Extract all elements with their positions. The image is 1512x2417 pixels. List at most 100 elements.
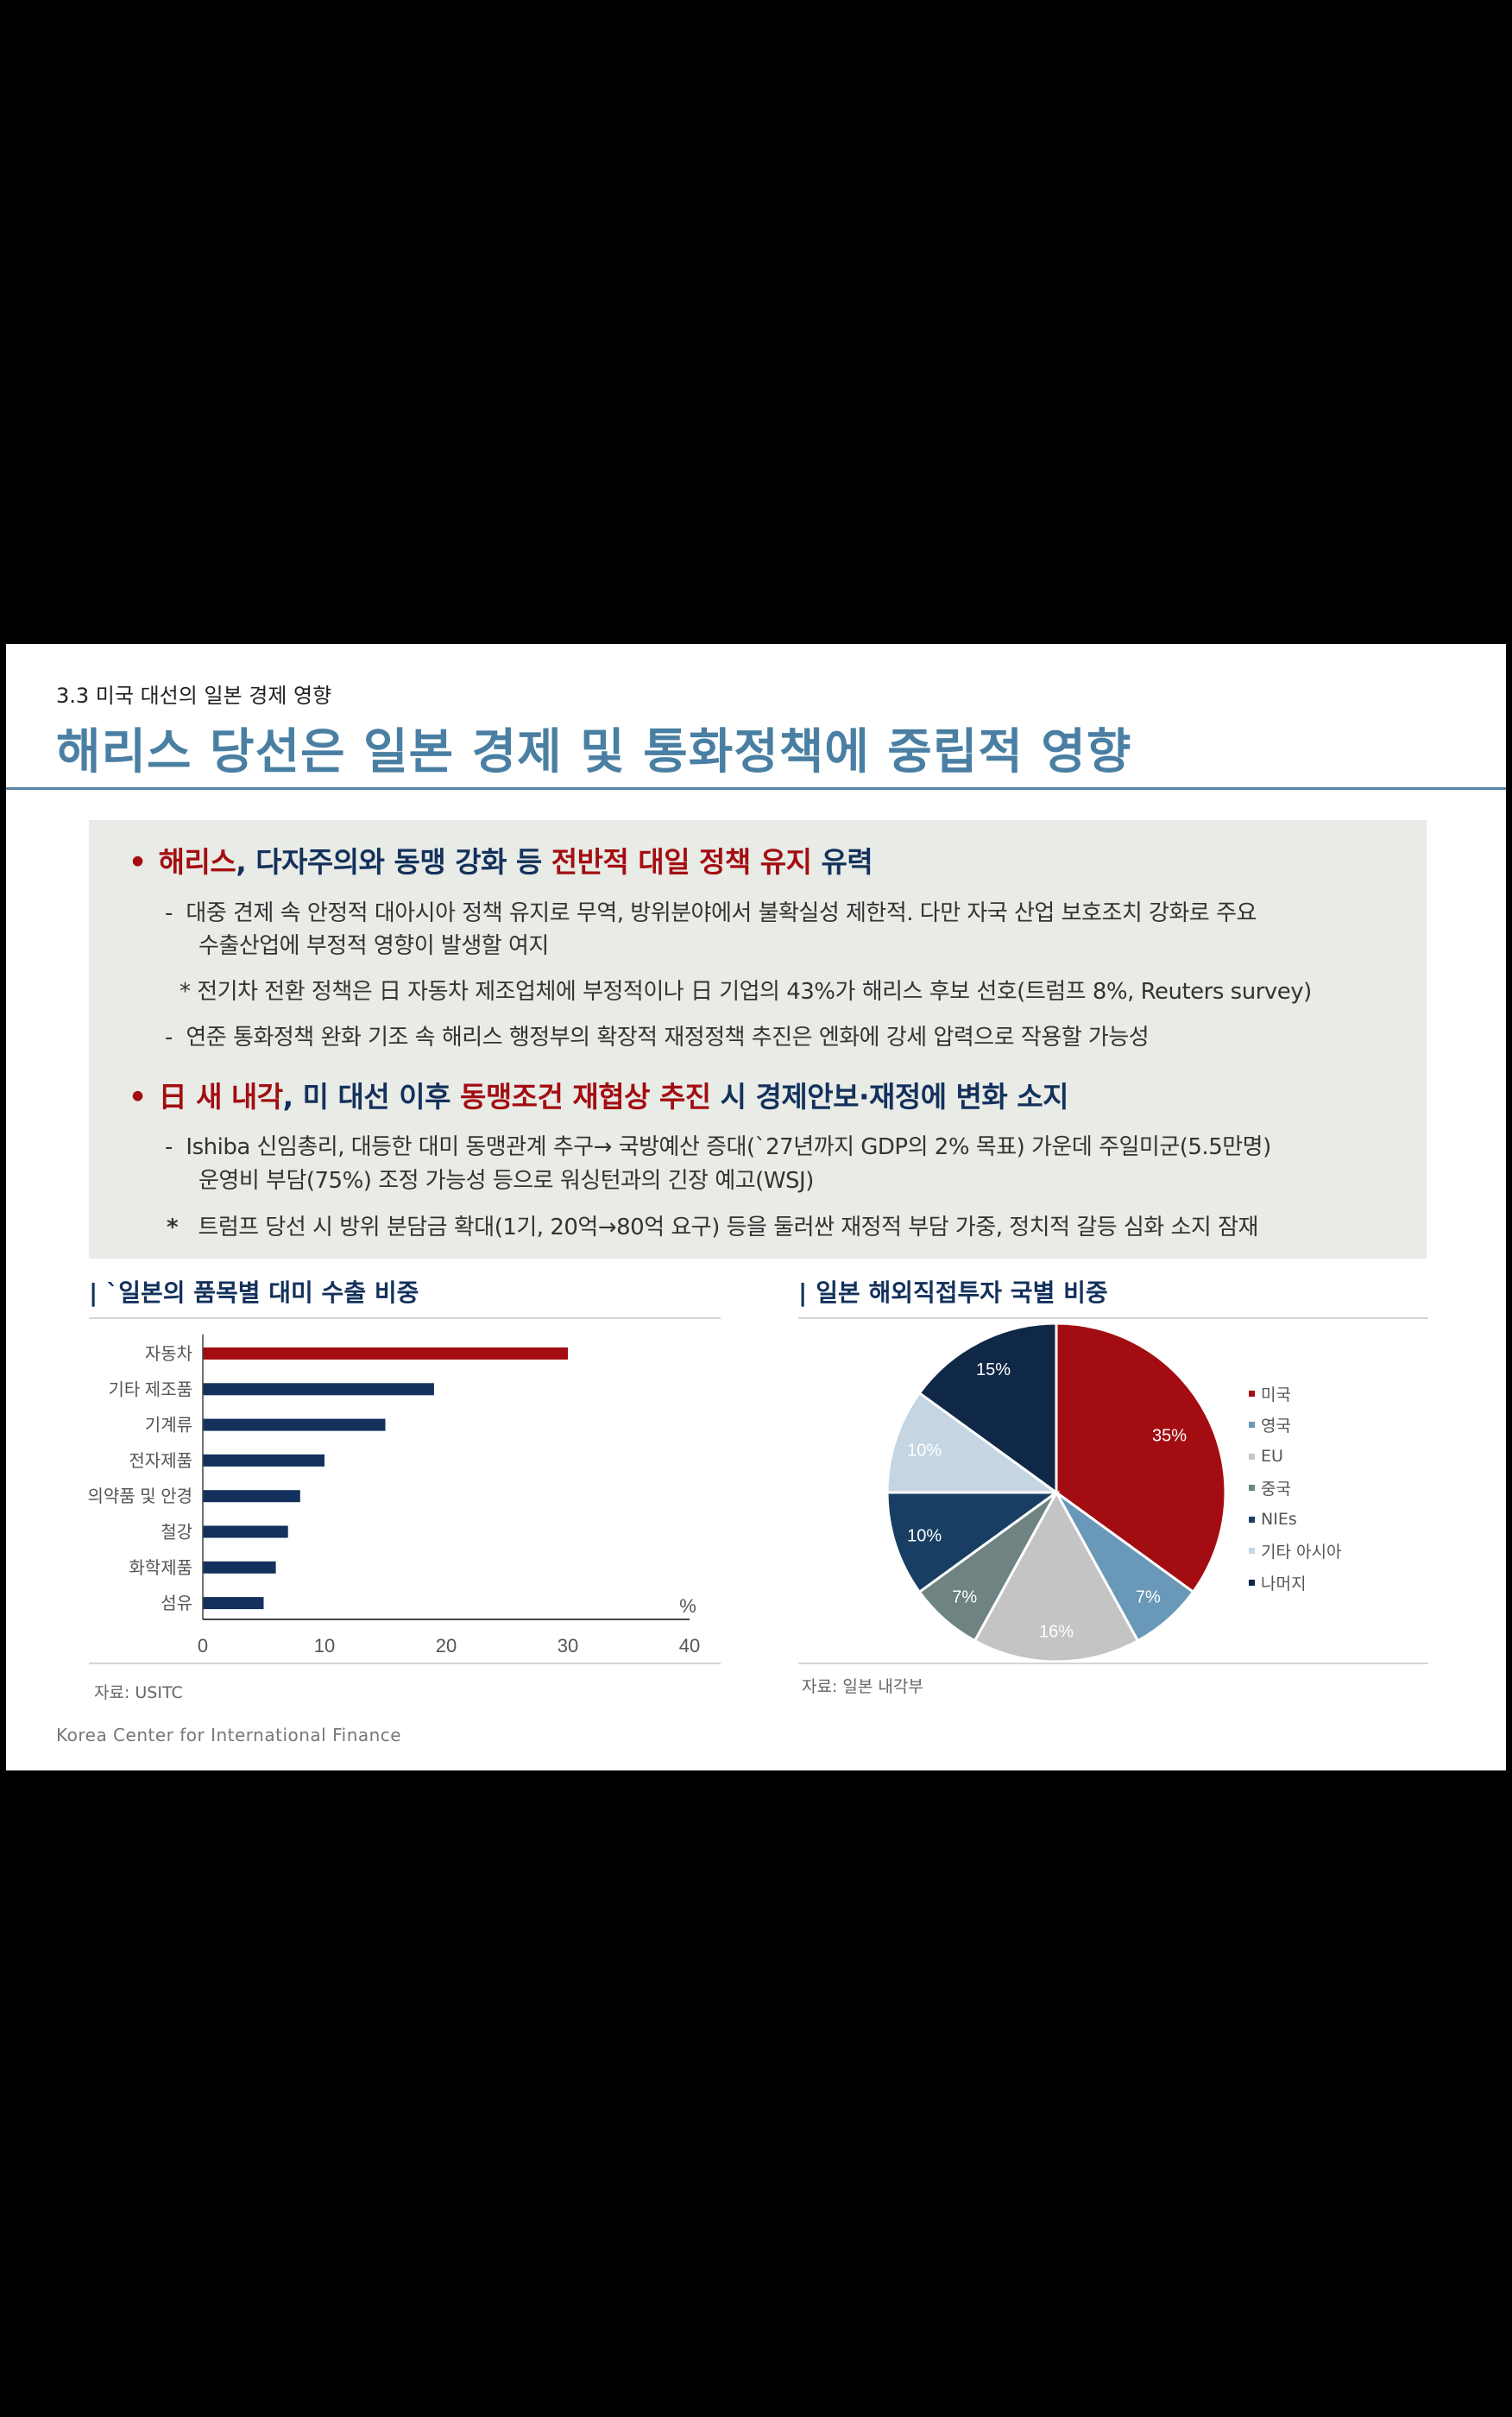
footer-organization: Korea Center for International Finance bbox=[56, 1725, 402, 1745]
legend-item: 중국 bbox=[1249, 1473, 1341, 1505]
bar-chart-title: | `일본의 품목별 대미 수출 비중 bbox=[89, 1274, 419, 1309]
dash-marker: - bbox=[165, 900, 173, 926]
x-tick-label: 30 bbox=[558, 1635, 578, 1657]
legend-swatch bbox=[1249, 1453, 1255, 1460]
legend-item: 나머지 bbox=[1249, 1567, 1341, 1599]
bullet-2-tail: 시 경제안보·재정에 변화 소지 bbox=[710, 1080, 1069, 1114]
bullet-1-emphasis: 전반적 대일 정책 유지 bbox=[551, 845, 812, 879]
bullet-1-note: * 전기차 전환 정책은 日 자동차 제조업체에 부정적이나 日 기업의 43%… bbox=[180, 979, 1312, 1005]
legend-item: 기타 아시아 bbox=[1249, 1536, 1341, 1568]
title-bar-marker: | bbox=[798, 1278, 808, 1307]
bullet-1-sub-2: - 연준 통화정책 완화 기조 속 해리스 행정부의 확장적 재정정책 추진은 … bbox=[165, 1019, 1150, 1051]
bullet-2-sub-1-line-1: Ishiba 신임총리, 대등한 대미 동맹관계 추구→ 국방예산 증대(`27… bbox=[186, 1134, 1271, 1160]
pie-chart-divider bbox=[798, 1317, 1428, 1319]
dash-marker: - bbox=[165, 1134, 173, 1160]
title-bar-marker: | bbox=[89, 1278, 98, 1307]
legend-label: 영국 bbox=[1261, 1417, 1291, 1436]
bullet-1-keyword: 해리스 bbox=[158, 845, 236, 879]
x-tick-label: 10 bbox=[314, 1635, 335, 1657]
pie-chart-source: 자료: 일본 내각부 bbox=[802, 1677, 923, 1696]
slide: 3.3 미국 대선의 일본 경제 영향 해리스 당선은 일본 경제 및 통화정책… bbox=[6, 644, 1506, 1770]
bar-1 bbox=[203, 1383, 434, 1396]
pie-slice-6 bbox=[917, 1322, 1058, 1495]
category-label: 철강 bbox=[161, 1523, 192, 1543]
legend-swatch bbox=[1249, 1548, 1255, 1555]
category-label: 섬유 bbox=[161, 1593, 192, 1613]
pie-chart-title: | 일본 해외직접투자 국별 비중 bbox=[798, 1274, 1108, 1309]
bullet-1-tail: 유력 bbox=[811, 845, 873, 879]
pie-slice-4 bbox=[885, 1491, 1061, 1594]
pie-value-label: 16% bbox=[1039, 1623, 1074, 1642]
bullet-dot: • bbox=[129, 1080, 147, 1114]
bar-7 bbox=[203, 1597, 264, 1610]
legend-label: 기타 아시아 bbox=[1261, 1543, 1342, 1562]
bullet-heading-1: • 해리스, 다자주의와 동맹 강화 등 전반적 대일 정책 유지 유력 bbox=[129, 839, 873, 880]
bar-4 bbox=[203, 1490, 300, 1503]
legend-label: 미국 bbox=[1261, 1385, 1291, 1404]
legend-item: 미국 bbox=[1249, 1378, 1341, 1410]
bullet-2-emphasis: 동맹조건 재협상 추진 bbox=[459, 1080, 711, 1114]
bar-2 bbox=[203, 1418, 386, 1431]
bullet-1-text: , 다자주의와 동맹 강화 등 bbox=[236, 845, 551, 879]
bullet-2-note-text: 트럼프 당선 시 방위 분담금 확대(1기, 20억→80억 요구) 등을 둘러… bbox=[198, 1215, 1258, 1240]
legend-label: 나머지 bbox=[1261, 1574, 1307, 1593]
bar-chart-bottom-divider bbox=[89, 1663, 721, 1664]
legend-label: EU bbox=[1261, 1447, 1283, 1467]
bullet-2-note: * 트럼프 당선 시 방위 분담금 확대(1기, 20억→80억 요구) 등을 … bbox=[167, 1209, 1258, 1241]
bullet-1-sub-1-line-2: 수출산업에 부정적 영향이 발생할 여지 bbox=[198, 933, 549, 959]
bar-chart-title-text: `일본의 품목별 대미 수출 비중 bbox=[106, 1278, 419, 1307]
bullet-heading-2: • 日 새 내각, 미 대선 이후 동맹조건 재협상 추진 시 경제안보·재정에 … bbox=[129, 1074, 1068, 1115]
bar-5 bbox=[203, 1525, 288, 1538]
legend-label: 중국 bbox=[1261, 1480, 1291, 1499]
category-label: 전자제품 bbox=[129, 1451, 192, 1471]
category-label: 자동차 bbox=[145, 1344, 192, 1364]
dash-marker: - bbox=[165, 1025, 173, 1051]
legend-item: EU bbox=[1249, 1441, 1341, 1473]
pie-value-label: 7% bbox=[1136, 1588, 1161, 1607]
pie-value-label: 7% bbox=[952, 1588, 977, 1607]
pie-chart-bottom-divider bbox=[798, 1663, 1428, 1664]
x-axis-unit: % bbox=[679, 1595, 696, 1617]
pie-value-label: 15% bbox=[976, 1360, 1011, 1379]
pie-slice-2 bbox=[973, 1489, 1140, 1663]
legend-label: NIEs bbox=[1261, 1510, 1297, 1530]
legend-swatch bbox=[1249, 1516, 1255, 1523]
pie-chart: 35% 7% 16% 7% 10% 10% 15% bbox=[885, 1322, 1227, 1663]
pie-value-label: 35% bbox=[1152, 1426, 1187, 1445]
pie-slice-5 bbox=[885, 1391, 1061, 1494]
category-label: 화학제품 bbox=[129, 1558, 192, 1578]
x-tick-label: 40 bbox=[679, 1635, 700, 1657]
category-label: 기계류 bbox=[145, 1416, 192, 1436]
pie-chart-title-text: 일본 해외직접투자 국별 비중 bbox=[816, 1278, 1108, 1307]
bullet-1-sub-1-line-1: 대중 견제 속 안정적 대아시아 정책 유지로 무역, 방위분야에서 불확실성 … bbox=[186, 900, 1257, 926]
category-label: 기타 제조품 bbox=[108, 1379, 192, 1399]
legend-item: NIEs bbox=[1249, 1504, 1341, 1536]
bar-0 bbox=[203, 1347, 568, 1360]
bullet-2-sub-1: - Ishiba 신임총리, 대등한 대미 동맹관계 추구→ 국방예산 증대(`… bbox=[165, 1129, 1271, 1161]
bullet-dot: • bbox=[129, 845, 147, 879]
summary-box: • 해리스, 다자주의와 동맹 강화 등 전반적 대일 정책 유지 유력 - 대중… bbox=[89, 820, 1427, 1259]
legend-swatch bbox=[1249, 1579, 1255, 1586]
legend-swatch bbox=[1249, 1390, 1255, 1397]
bullet-1-sub-1: - 대중 견제 속 안정적 대아시아 정책 유지로 무역, 방위분야에서 불확실… bbox=[165, 895, 1257, 927]
bullet-2-sub-1-line-2: 운영비 부담(75%) 조정 가능성 등으로 워싱턴과의 긴장 예고(WSJ) bbox=[198, 1168, 814, 1194]
bar-chart-divider bbox=[89, 1317, 721, 1319]
bar-6 bbox=[203, 1561, 276, 1574]
category-label: 의약품 및 안경 bbox=[87, 1486, 192, 1506]
note-asterisk: * bbox=[167, 1215, 179, 1240]
pie-slice-0 bbox=[1055, 1322, 1227, 1594]
title-divider bbox=[6, 787, 1506, 790]
pie-value-label: 10% bbox=[907, 1441, 942, 1460]
bar-chart-source: 자료: USITC bbox=[94, 1683, 183, 1702]
x-tick-label: 0 bbox=[198, 1635, 208, 1657]
section-label: 3.3 미국 대선의 일본 경제 영향 bbox=[56, 684, 332, 708]
bullet-2-text: , 미 대선 이후 bbox=[282, 1080, 460, 1114]
legend-swatch bbox=[1249, 1422, 1255, 1429]
bullet-1-sub-2-text: 연준 통화정책 완화 기조 속 해리스 행정부의 확장적 재정정책 추진은 엔화… bbox=[186, 1025, 1150, 1051]
bullet-2-keyword: 日 새 내각 bbox=[158, 1080, 284, 1114]
legend-swatch bbox=[1249, 1485, 1255, 1492]
page-title: 해리스 당선은 일본 경제 및 통화정책에 중립적 영향 bbox=[56, 724, 1132, 780]
x-tick-label: 20 bbox=[436, 1635, 457, 1657]
